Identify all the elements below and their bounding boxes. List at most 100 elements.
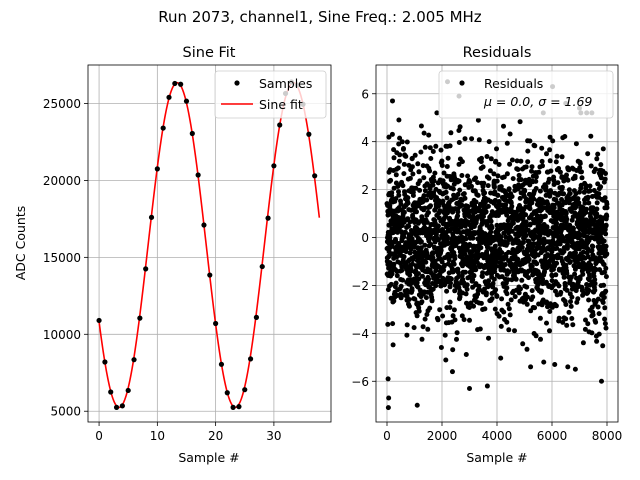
residual-point — [499, 250, 505, 256]
residual-outlier-point — [484, 383, 490, 389]
residual-point — [559, 184, 565, 190]
residual-point — [447, 305, 453, 310]
residual-point — [416, 308, 422, 314]
residual-point — [604, 205, 610, 211]
residual-point — [560, 319, 566, 325]
residual-point — [525, 148, 531, 154]
residual-point — [415, 161, 421, 167]
residual-point — [596, 331, 602, 337]
residual-point — [577, 161, 583, 166]
residual-point — [407, 272, 413, 278]
residual-point — [563, 210, 569, 216]
residual-point — [490, 281, 496, 286]
residual-point — [447, 284, 453, 290]
residual-point — [423, 259, 429, 265]
residual-point — [456, 178, 462, 184]
residual-point — [589, 330, 595, 336]
residual-point — [524, 284, 530, 290]
residual-point — [598, 255, 603, 261]
residuals-ytick-label: −4 — [351, 327, 369, 341]
residual-point — [594, 338, 600, 344]
residual-point — [443, 357, 449, 363]
residual-point — [546, 176, 552, 182]
residual-point — [482, 306, 488, 312]
residual-point — [407, 250, 413, 256]
sine-fit-ytick-label: 25000 — [43, 97, 81, 111]
residuals-xtick-label: 6000 — [537, 429, 568, 443]
residual-point — [522, 188, 528, 194]
residual-point — [447, 143, 453, 149]
residual-point — [603, 265, 609, 271]
residual-point — [527, 206, 533, 212]
residual-point — [553, 159, 559, 165]
residual-point — [401, 171, 407, 177]
residual-point — [568, 303, 574, 309]
residual-point — [416, 276, 422, 282]
residual-point — [550, 282, 556, 288]
residual-point — [494, 146, 499, 152]
residuals-ytick-label: 4 — [361, 135, 369, 149]
residual-point — [505, 301, 511, 307]
residual-point — [426, 276, 432, 282]
residual-point — [467, 179, 473, 185]
residual-point — [451, 307, 457, 313]
residual-point — [473, 175, 479, 181]
residual-point — [504, 171, 510, 177]
residual-point — [457, 294, 463, 300]
residual-point — [462, 136, 468, 142]
sample-point — [143, 266, 149, 272]
residual-point — [491, 171, 497, 177]
sample-point — [236, 404, 242, 410]
residual-point — [463, 352, 469, 357]
residual-point — [401, 209, 407, 215]
residual-point — [575, 196, 581, 202]
residual-point — [414, 313, 420, 319]
residual-point — [523, 219, 529, 225]
residual-point — [433, 143, 439, 149]
sample-point — [201, 222, 207, 228]
residual-point — [455, 270, 461, 275]
legend-samples-label: Samples — [259, 76, 312, 91]
sample-point — [242, 387, 248, 393]
residual-point — [585, 151, 591, 157]
residual-point — [555, 252, 561, 258]
residual-point — [493, 263, 499, 269]
residual-point — [596, 311, 602, 317]
residuals-legend-box — [438, 70, 614, 119]
residual-point — [602, 305, 608, 311]
residual-point — [603, 222, 609, 228]
residuals-ytick-label: 6 — [361, 87, 369, 101]
residual-point — [486, 335, 491, 341]
residual-point — [547, 147, 553, 153]
residual-point — [555, 180, 561, 186]
residual-point — [414, 209, 419, 215]
residual-point — [426, 210, 431, 216]
residual-point — [439, 259, 445, 265]
residual-point — [413, 185, 419, 191]
residual-point — [602, 321, 608, 327]
residual-point — [526, 275, 531, 281]
residual-point — [566, 187, 572, 193]
residual-point — [504, 319, 510, 325]
residual-point — [504, 240, 510, 246]
residual-point — [444, 164, 450, 169]
residual-point — [594, 200, 600, 206]
residual-point — [529, 164, 535, 170]
residual-point — [462, 269, 468, 275]
residual-point — [494, 222, 500, 228]
residual-point — [418, 123, 424, 129]
residual-point — [585, 194, 591, 200]
residual-point — [581, 189, 587, 195]
residual-point — [438, 247, 444, 253]
residual-point — [399, 139, 405, 145]
residuals-data — [384, 79, 610, 411]
sample-point — [137, 315, 143, 321]
residual-point — [547, 309, 553, 314]
sample-point — [259, 263, 265, 270]
residual-point — [520, 240, 526, 245]
residual-point — [563, 302, 569, 307]
residual-point — [404, 322, 410, 328]
sample-point — [113, 404, 120, 410]
residual-point — [598, 162, 604, 168]
residual-point — [424, 197, 430, 203]
